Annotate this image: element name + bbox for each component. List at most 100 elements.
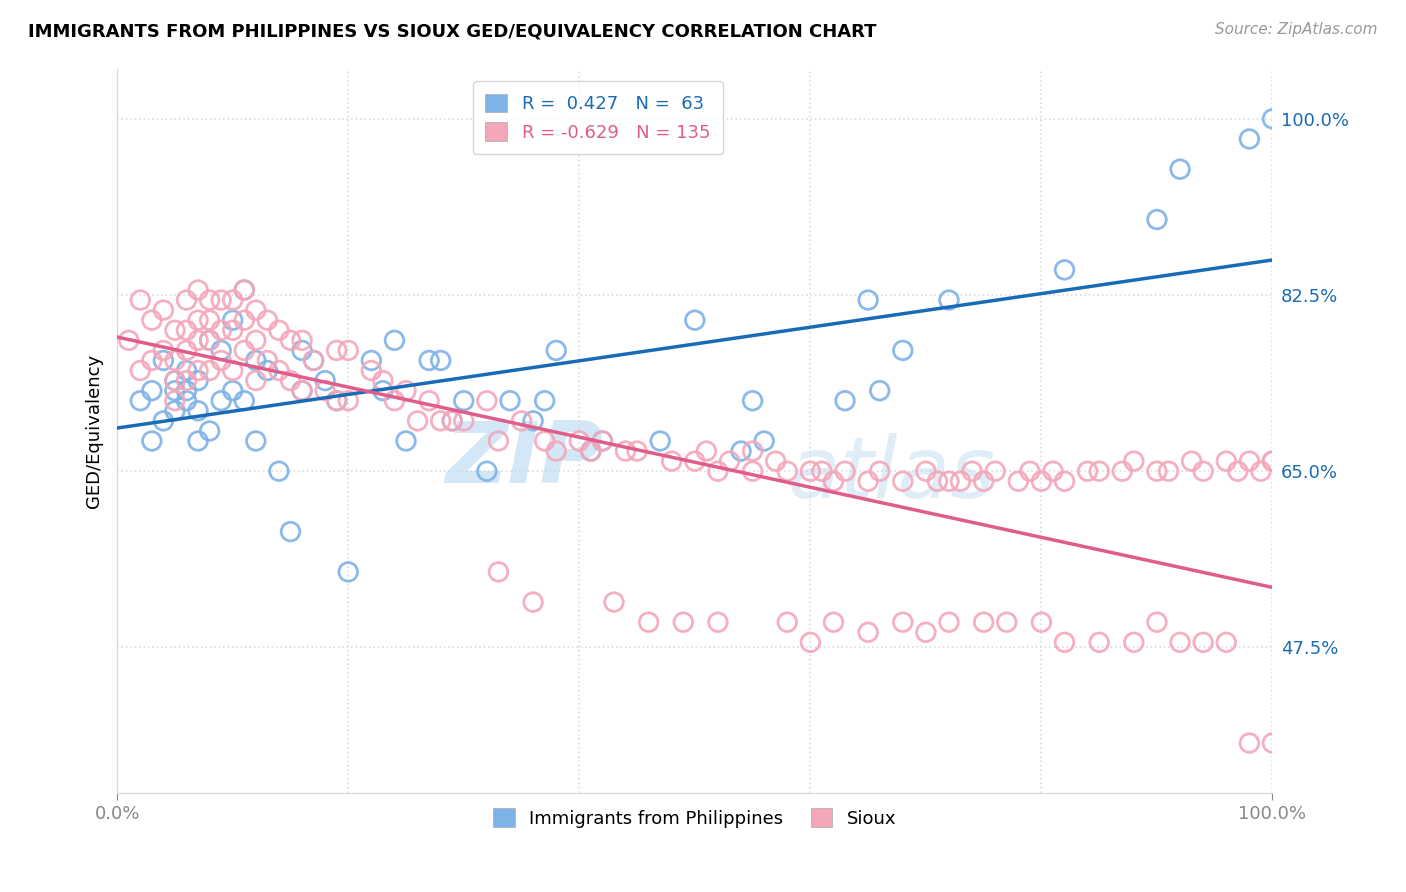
Point [834,393,856,408]
Point [799,464,821,478]
Point [1239,454,1261,468]
Point [960,464,983,478]
Point [741,393,763,408]
Point [1111,464,1133,478]
Point [280,374,302,388]
Point [245,374,267,388]
Point [546,343,568,358]
Point [256,313,278,327]
Point [938,615,960,630]
Point [510,414,533,428]
Point [741,444,763,458]
Point [245,353,267,368]
Point [1053,263,1076,277]
Point [1077,464,1099,478]
Point [129,393,152,408]
Point [187,313,209,327]
Point [1088,635,1111,649]
Point [776,464,799,478]
Point [891,343,914,358]
Point [591,434,613,448]
Point [1261,454,1284,468]
Point [1031,475,1053,489]
Point [233,343,256,358]
Point [603,595,626,609]
Point [1146,212,1168,227]
Point [429,353,451,368]
Point [973,615,995,630]
Point [176,323,198,337]
Point [222,293,245,307]
Point [163,393,186,408]
Point [325,343,347,358]
Point [233,313,256,327]
Point [650,434,672,448]
Point [1018,464,1040,478]
Point [141,313,163,327]
Point [280,524,302,539]
Point [1192,464,1215,478]
Point [1007,475,1029,489]
Point [1122,454,1144,468]
Point [291,384,314,398]
Point [198,363,221,377]
Point [672,615,695,630]
Point [267,363,290,377]
Point [198,293,221,307]
Point [187,404,209,418]
Point [222,323,245,337]
Point [209,293,232,307]
Point [626,444,648,458]
Point [222,384,245,398]
Point [776,615,799,630]
Point [1146,615,1168,630]
Point [915,464,938,478]
Point [418,353,440,368]
Point [1261,736,1284,750]
Point [302,353,325,368]
Text: Source: ZipAtlas.com: Source: ZipAtlas.com [1215,22,1378,37]
Point [163,384,186,398]
Point [176,363,198,377]
Point [256,363,278,377]
Point [499,393,522,408]
Point [869,464,891,478]
Point [1031,615,1053,630]
Text: ZIP: ZIP [444,418,602,501]
Point [325,393,347,408]
Point [579,444,602,458]
Point [995,615,1018,630]
Point [314,374,336,388]
Point [1250,464,1272,478]
Point [707,464,730,478]
Point [395,384,418,398]
Point [187,334,209,348]
Point [222,313,245,327]
Text: IMMIGRANTS FROM PHILIPPINES VS SIOUX GED/EQUIVALENCY CORRELATION CHART: IMMIGRANTS FROM PHILIPPINES VS SIOUX GED… [28,22,876,40]
Point [209,393,232,408]
Point [314,384,336,398]
Point [267,323,290,337]
Point [256,353,278,368]
Point [141,434,163,448]
Point [533,393,555,408]
Point [522,595,544,609]
Point [1261,454,1284,468]
Point [233,283,256,297]
Point [209,323,232,337]
Point [395,434,418,448]
Point [187,283,209,297]
Point [176,393,198,408]
Point [187,363,209,377]
Point [245,434,267,448]
Point [533,434,555,448]
Point [891,615,914,630]
Point [683,313,706,327]
Point [949,475,972,489]
Point [475,464,498,478]
Point [118,334,141,348]
Point [187,374,209,388]
Point [209,343,232,358]
Point [129,363,152,377]
Point [1053,635,1076,649]
